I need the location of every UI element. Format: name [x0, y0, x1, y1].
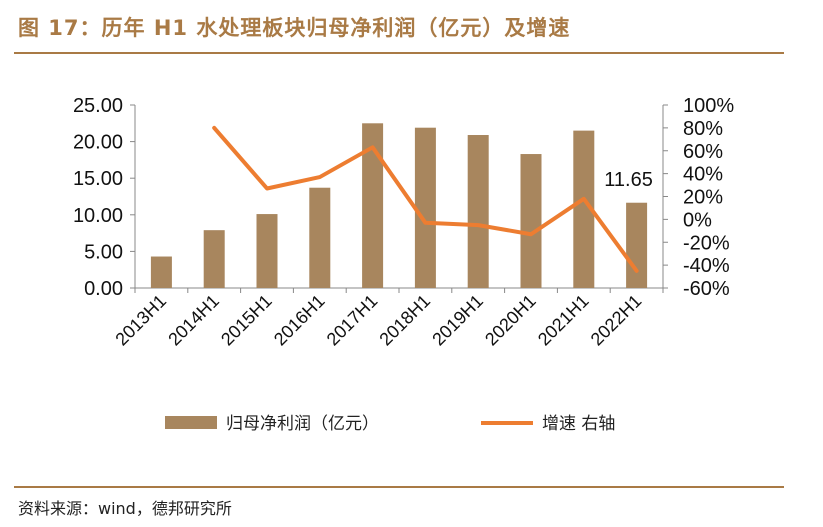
x-tick-label: 2016H1: [270, 291, 329, 350]
growth-line: [212, 125, 639, 273]
left-tick-label: 5.00: [84, 241, 123, 263]
bar: [626, 202, 648, 288]
legend-line-label: 增速 右轴: [542, 414, 615, 434]
left-tick-label: 0.00: [84, 278, 123, 300]
x-tick-label: 2017H1: [323, 291, 382, 350]
footer-divider: [14, 486, 784, 488]
title-divider: [14, 52, 784, 54]
right-tick-label: 80%: [683, 118, 723, 140]
x-tick-label: 2021H1: [534, 291, 593, 350]
left-tick-label: 25.00: [73, 95, 123, 117]
x-tick-label: 2019H1: [428, 291, 487, 350]
x-tick-label: 2020H1: [481, 291, 540, 350]
bar: [256, 214, 278, 288]
right-tick-label: 20%: [683, 187, 723, 209]
legend-bar-swatch: [165, 416, 217, 429]
right-tick-label: 100%: [683, 95, 734, 117]
x-tick-label: 2022H1: [587, 291, 646, 350]
x-tick-label: 2015H1: [217, 291, 276, 350]
left-tick-label: 10.00: [73, 205, 123, 227]
x-tick-label: 2018H1: [375, 291, 434, 350]
figure-title: 图 17：历年 H1 水处理板块归母净利润（亿元）及增速: [18, 16, 571, 40]
left-tick-label: 15.00: [73, 168, 123, 190]
data-label: 11.65: [604, 169, 653, 191]
right-tick-label: -20%: [683, 232, 730, 254]
left-tick-label: 20.00: [73, 132, 123, 154]
legend: 归母净利润（亿元） 增速 右轴: [165, 414, 615, 434]
right-tick-label: 60%: [683, 141, 723, 163]
bar-series: [150, 123, 648, 288]
line-series: [212, 125, 639, 273]
legend-bar-label: 归母净利润（亿元）: [226, 414, 379, 434]
right-tick-label: -60%: [683, 278, 730, 300]
combo-chart: 0.00 5.00 10.00 15.00 20.00 25.00 -60%-40%-20%…: [73, 95, 734, 434]
right-tick-label: -40%: [683, 255, 730, 277]
bar: [467, 135, 489, 288]
source-note: 资料来源：wind，德邦研究所: [18, 499, 232, 518]
right-tick-label: 40%: [683, 164, 723, 186]
bar: [414, 127, 436, 288]
right-tick-label: 0%: [683, 209, 712, 231]
bar: [203, 230, 225, 288]
bar: [309, 187, 331, 288]
x-tick-label: 2014H1: [164, 291, 223, 350]
bar: [150, 256, 172, 288]
bar: [362, 123, 384, 288]
bar: [573, 130, 595, 288]
bar: [520, 154, 542, 288]
